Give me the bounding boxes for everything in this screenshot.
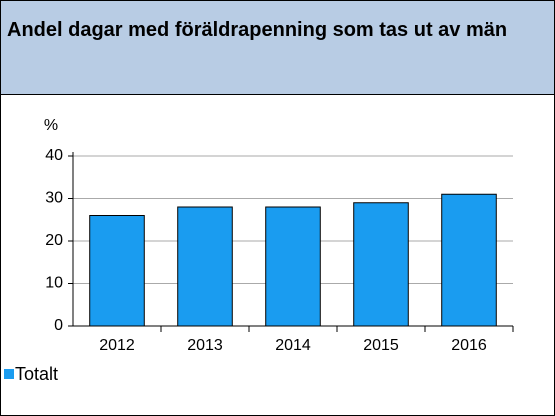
- y-axis-label: %: [44, 117, 58, 134]
- bar: [89, 215, 145, 327]
- x-tick-label: 2016: [451, 337, 487, 354]
- bar: [265, 206, 321, 327]
- chart: % 0 10 20 30 40 2012 2013 2014 2015 2016 Totalt: [4, 117, 514, 384]
- x-tick-label: 2015: [363, 337, 399, 354]
- y-tick-label: 10: [45, 275, 63, 292]
- y-tick-label: 30: [45, 190, 63, 207]
- chart-title: Andel dagar med föräldrapenning som tas …: [1, 1, 554, 95]
- x-tick-label: 2012: [99, 337, 135, 354]
- x-tick-label: 2014: [275, 337, 311, 354]
- bar: [177, 206, 233, 327]
- legend-swatch: [4, 369, 14, 379]
- y-tick-label: 40: [45, 147, 63, 164]
- bar: [441, 193, 497, 327]
- y-tick-label: 0: [54, 317, 63, 334]
- bar: [353, 202, 409, 327]
- x-tick-label: 2013: [187, 337, 223, 354]
- y-tick-label: 20: [45, 232, 63, 249]
- legend-label: Totalt: [15, 364, 58, 384]
